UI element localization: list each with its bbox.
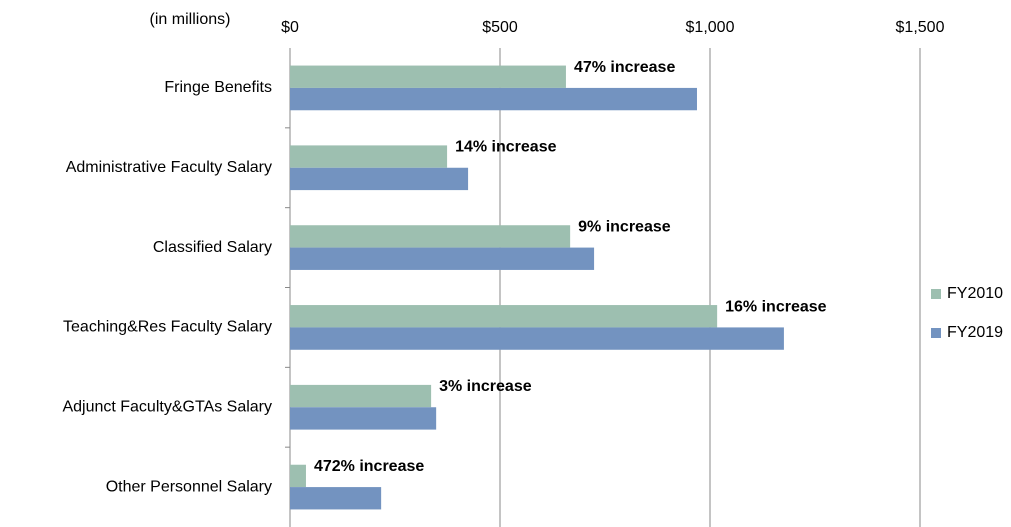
bar	[290, 167, 469, 191]
legend-swatch	[931, 289, 941, 299]
annotation: 47% increase	[574, 59, 676, 76]
annotation: 16% increase	[725, 298, 827, 315]
bar	[290, 65, 566, 88]
bar	[290, 487, 382, 510]
bar	[290, 247, 595, 270]
x-tick-label: $1,000	[686, 19, 735, 36]
bar	[290, 327, 784, 350]
bar	[290, 145, 448, 168]
y-tick-label: Classified Salary	[153, 239, 272, 256]
annotation: 9% increase	[578, 218, 671, 235]
bar	[290, 464, 306, 488]
annotation: 3% increase	[439, 378, 532, 395]
annotation: 472% increase	[314, 458, 424, 475]
x-tick-label: $0	[281, 19, 299, 36]
legend-swatch	[931, 328, 941, 338]
x-tick-label: $500	[482, 19, 518, 36]
bar	[290, 384, 432, 408]
y-tick-label: Adjunct Faculty&GTAs Salary	[62, 398, 272, 415]
y-tick-label: Administrative Faculty Salary	[66, 159, 272, 176]
y-tick-label: Teaching&Res Faculty Salary	[63, 319, 272, 336]
bar	[290, 407, 437, 430]
axis-note: (in millions)	[150, 11, 231, 28]
bar	[290, 305, 718, 328]
annotation: 14% increase	[455, 139, 557, 156]
y-tick-label: Fringe Benefits	[164, 79, 272, 96]
legend-label: FY2010	[947, 285, 1003, 302]
y-tick-label: Other Personnel Salary	[106, 478, 272, 495]
x-tick-label: $1,500	[896, 19, 945, 36]
legend-label: FY2019	[947, 324, 1003, 341]
bar	[290, 225, 571, 248]
bar	[290, 87, 697, 111]
